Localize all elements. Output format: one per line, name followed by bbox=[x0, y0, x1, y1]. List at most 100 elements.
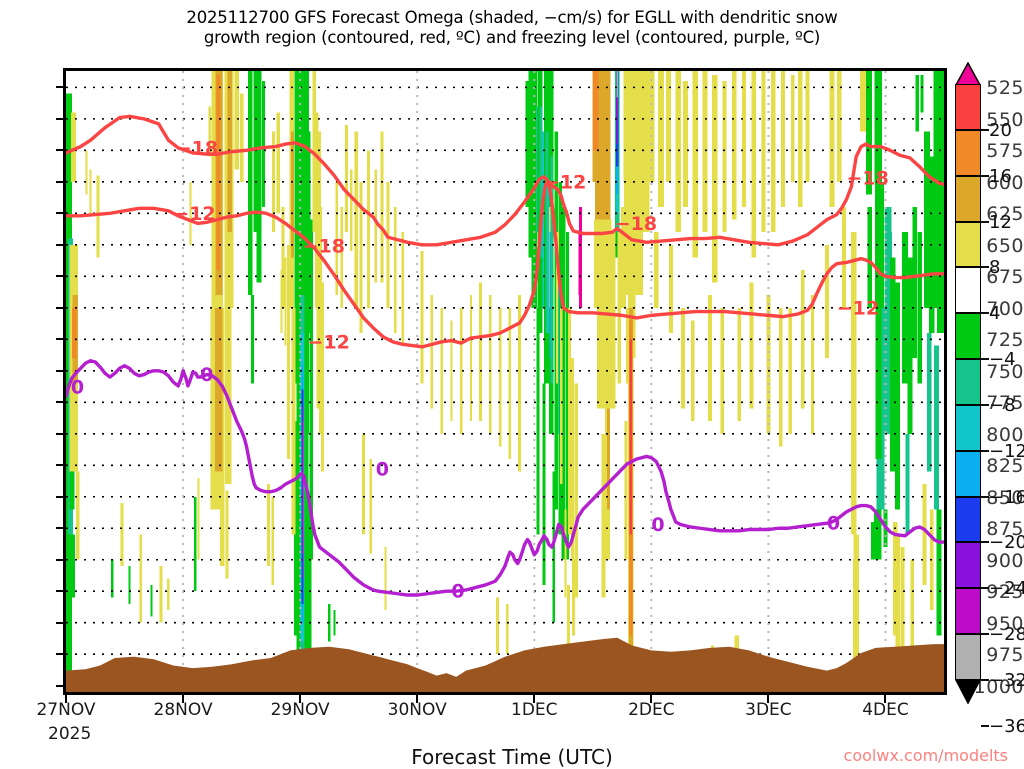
y-axis-tick-mark-725 bbox=[56, 338, 63, 341]
omega-shading-layer bbox=[66, 71, 944, 686]
x-axis-tick-mark-30nov bbox=[416, 695, 419, 703]
colorbar-under-arrow bbox=[955, 679, 981, 704]
freezing-level-label-0: 0 bbox=[71, 377, 84, 399]
y-axis-tick-mark-1000 bbox=[56, 684, 63, 687]
y-axis-tick-label-925: 925 bbox=[986, 581, 1024, 604]
freezing-level-label-3: 0 bbox=[451, 581, 464, 603]
y-axis-tick-mark-825 bbox=[56, 464, 63, 467]
colorbar-tick-label--20: −20 bbox=[989, 532, 1024, 554]
colorbar-tick-mark--36 bbox=[981, 724, 989, 727]
colorbar-tick-label-20: 20 bbox=[989, 119, 1012, 141]
colorbar-segment--36-to--32 bbox=[955, 634, 981, 680]
y-axis-tick-mark-775 bbox=[56, 401, 63, 404]
x-axis-title: Forecast Time (UTC) bbox=[411, 745, 613, 769]
y-axis-tick-label-825: 825 bbox=[986, 455, 1024, 478]
plot-area: −18 −12 −18 −12 −12 −18 −18 −12 0 0 0 0 0 0 bbox=[63, 68, 947, 695]
dgz-contour-label-2: −18 bbox=[303, 236, 345, 258]
colorbar-tick-label-12: 12 bbox=[989, 211, 1012, 233]
y-axis-tick-label-650: 650 bbox=[986, 234, 1024, 257]
y-axis-tick-mark-675 bbox=[56, 275, 63, 278]
watermark-label: coolwx.com/modelts bbox=[843, 746, 1008, 765]
y-axis-tick-label-950: 950 bbox=[986, 612, 1024, 635]
dgz-contour-label-7: −12 bbox=[837, 297, 879, 319]
colorbar-tick-mark--16 bbox=[981, 495, 989, 498]
colorbar-segment--4-to-4 bbox=[955, 267, 981, 314]
dgz-contour-label-3: −12 bbox=[307, 331, 349, 353]
y-axis-tick-mark-525 bbox=[56, 86, 63, 89]
colorbar-segment--20-to--16 bbox=[955, 450, 981, 497]
colorbar-segment--24-to--20 bbox=[955, 496, 981, 543]
chart-title-line-1: 2025112700 GFS Forecast Omega (shaded, −… bbox=[186, 8, 838, 27]
y-axis-tick-mark-925 bbox=[56, 590, 63, 593]
x-axis-tick-mark-3dec bbox=[767, 695, 770, 703]
colorbar-tick-label--12: −12 bbox=[989, 440, 1024, 462]
y-axis-tick-label-700: 700 bbox=[986, 297, 1024, 320]
y-axis-tick-label-750: 750 bbox=[986, 360, 1024, 383]
colorbar-tick-label--36: −36 bbox=[989, 715, 1024, 737]
y-axis-tick-label-900: 900 bbox=[986, 549, 1024, 572]
colorbar-tick-mark--8 bbox=[981, 403, 989, 406]
x-axis-tick-mark-28nov bbox=[182, 695, 185, 703]
x-axis-tick-label-29nov: 29NOV bbox=[270, 700, 330, 720]
colorbar-tick-mark-8 bbox=[981, 266, 989, 269]
dgz-contour--18 bbox=[66, 114, 944, 247]
colorbar-tick-mark--4 bbox=[981, 358, 989, 361]
colorbar-segment--12-to--8 bbox=[955, 359, 981, 405]
colorbar-tick-mark--12 bbox=[981, 449, 989, 452]
x-axis-tick-label-27nov: 27NOV bbox=[36, 700, 96, 720]
y-axis-tick-label-775: 775 bbox=[986, 392, 1024, 415]
y-axis-tick-mark-650 bbox=[56, 243, 63, 246]
y-axis-tick-mark-750 bbox=[56, 369, 63, 372]
freezing-level-contour-0 bbox=[66, 359, 944, 597]
y-axis-tick-label-850: 850 bbox=[986, 486, 1024, 509]
y-axis-tick-mark-575 bbox=[56, 149, 63, 152]
x-axis-tick-mark-27nov bbox=[65, 695, 67, 703]
colorbar-segment--16-to--12 bbox=[955, 404, 981, 451]
dgz-contour-label-1: −12 bbox=[173, 203, 215, 225]
colorbar-tick-label--4: −4 bbox=[989, 349, 1016, 371]
y-axis-tick-mark-900 bbox=[56, 558, 63, 561]
y-axis-tick-label-975: 975 bbox=[986, 644, 1024, 667]
y-axis-tick-mark-625 bbox=[56, 212, 63, 215]
freezing-level-label-2: 0 bbox=[376, 459, 389, 481]
colorbar-tick-label-16: 16 bbox=[989, 165, 1012, 187]
x-axis-tick-mark-2dec bbox=[650, 695, 653, 703]
colorbar-tick-label-8: 8 bbox=[989, 257, 1001, 279]
colorbar-tick-mark-20 bbox=[981, 128, 989, 131]
x-axis-tick-mark-1dec bbox=[533, 695, 536, 703]
colorbar-segment-16-to-20 bbox=[955, 84, 981, 130]
colorbar-tick-mark--24 bbox=[981, 587, 989, 590]
colorbar-tick-label--8: −8 bbox=[989, 394, 1016, 416]
dgz-contour-label-4: −12 bbox=[544, 171, 586, 193]
colorbar-tick-label--32: −32 bbox=[989, 670, 1024, 691]
y-axis-tick-mark-975 bbox=[56, 653, 63, 656]
colorbar-tick-mark--28 bbox=[981, 633, 989, 636]
colorbar-segment--32-to--28 bbox=[955, 588, 981, 635]
freezing-level-label-4: 0 bbox=[651, 514, 664, 536]
dgz-contour-label-0: −18 bbox=[176, 137, 218, 159]
colorbar-segment-4-to-8 bbox=[955, 221, 981, 268]
y-axis-tick-label-675: 675 bbox=[986, 266, 1024, 289]
dgz-contour--12 bbox=[66, 180, 944, 349]
y-axis-tick-mark-800 bbox=[56, 432, 63, 435]
x-axis-tick-label-28nov: 28NOV bbox=[153, 700, 213, 720]
x-axis-tick-mark-29nov bbox=[299, 695, 302, 703]
y-axis-tick-label-575: 575 bbox=[986, 140, 1024, 163]
dgz-contour-label-5: −18 bbox=[615, 213, 657, 235]
colorbar-tick-mark--32 bbox=[981, 679, 989, 681]
x-axis-tick-label-30nov: 30NOV bbox=[387, 700, 447, 720]
y-axis-tick-mark-875 bbox=[56, 527, 63, 530]
y-axis-tick-label-725: 725 bbox=[986, 329, 1024, 352]
plot-inner: −18 −12 −18 −12 −12 −18 −18 −12 0 0 0 0 0 0 bbox=[66, 71, 944, 692]
colorbar: 20 16 12 8 4 −4 −8 −12 −16 −20 −24 −28 −32 −36 bbox=[955, 84, 1024, 737]
y-axis-tick-mark-850 bbox=[56, 495, 63, 498]
colorbar-segment--28-to--24 bbox=[955, 542, 981, 589]
y-axis-tick-label-875: 875 bbox=[986, 518, 1024, 541]
freezing-level-label-5: 0 bbox=[827, 513, 840, 535]
contour-layer bbox=[66, 114, 944, 597]
contour-label-layer: −18 −12 −18 −12 −12 −18 −18 −12 0 0 0 0 0 0 bbox=[71, 137, 889, 603]
y-axis-tick-label-1000: 1000 bbox=[973, 675, 1024, 698]
y-axis-tick-label-625: 625 bbox=[986, 203, 1024, 226]
y-axis-tick-label-800: 800 bbox=[986, 423, 1024, 446]
